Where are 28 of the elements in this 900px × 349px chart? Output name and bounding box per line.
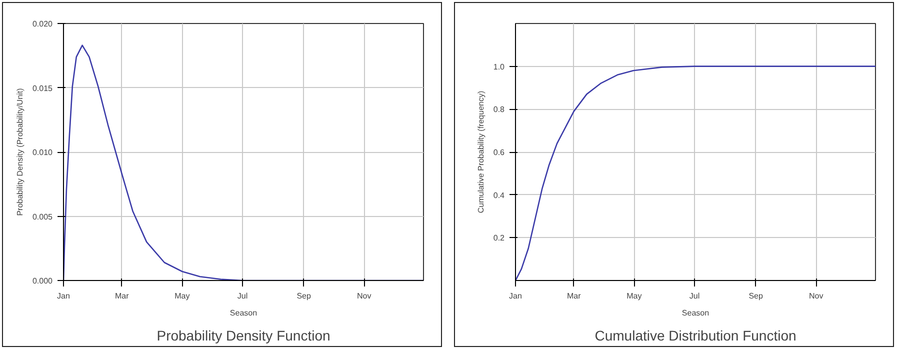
- x-tick-label: Nov: [357, 292, 372, 300]
- x-tick-label: Jan: [57, 292, 70, 300]
- x-tick-label: Mar: [566, 292, 582, 300]
- x-tick-label: Mar: [114, 292, 130, 300]
- y-tick-label: 0.4: [493, 190, 506, 200]
- x-tick-label: Jul: [689, 292, 700, 300]
- y-tick-label: 0.8: [493, 105, 506, 114]
- x-axis-title: Season: [682, 308, 710, 318]
- x-tick-label: Sep: [748, 292, 764, 300]
- y-tick-label: 0.6: [493, 148, 506, 157]
- y-tick-label: 0.015: [32, 84, 54, 93]
- text: Probability Density Function: [156, 328, 330, 344]
- y-tick-label: 1.0: [493, 62, 506, 72]
- x-tick-label: Nov: [809, 292, 824, 300]
- y-axis-title: Probability Density (Probability/Unit): [15, 88, 24, 216]
- x-tick-label: May: [626, 292, 642, 300]
- y-tick-label: 0.020: [32, 20, 54, 28]
- x-tick-label: Jul: [237, 292, 248, 300]
- y-tick-label: 0.010: [32, 148, 54, 157]
- text: Cumulative Distribution Function: [594, 328, 796, 344]
- x-tick-label: May: [174, 292, 190, 300]
- x-tick-label: Jan: [509, 292, 522, 300]
- y-tick-label: 0.000: [32, 276, 54, 286]
- y-tick-label: 0.2: [493, 234, 506, 243]
- y-axis-title: Cumulative Probability (frequency): [476, 90, 486, 214]
- x-axis-title: Season: [230, 308, 258, 318]
- x-tick-label: Sep: [296, 292, 312, 300]
- y-tick-label: 0.005: [32, 212, 54, 222]
